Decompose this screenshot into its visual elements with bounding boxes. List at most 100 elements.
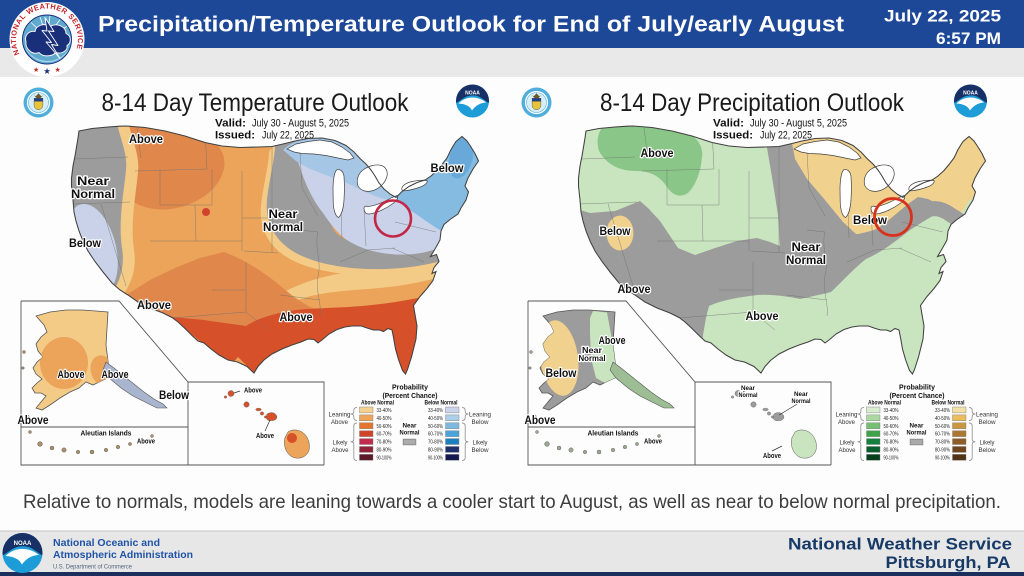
svg-text:80-90%: 80-90% — [428, 448, 443, 454]
svg-text:50-60%: 50-60% — [428, 424, 443, 430]
svg-text:Above: Above — [129, 134, 163, 146]
svg-text:Above: Above — [525, 413, 556, 427]
svg-text:★: ★ — [55, 66, 61, 74]
svg-text:Atmospheric Administration: Atmospheric Administration — [53, 549, 193, 561]
svg-text:80-90%: 80-90% — [377, 448, 392, 454]
svg-text:Above: Above — [599, 335, 626, 347]
svg-text:70-80%: 70-80% — [884, 440, 899, 446]
svg-text:60-70%: 60-70% — [428, 432, 443, 438]
svg-text:Near: Near — [794, 391, 808, 398]
svg-text:Above Normal: Above Normal — [868, 401, 901, 407]
svg-text:Above: Above — [244, 388, 262, 395]
svg-text:Normal: Normal — [786, 255, 826, 267]
svg-text:80-90%: 80-90% — [884, 448, 899, 454]
svg-text:90-100%: 90-100% — [884, 455, 899, 461]
svg-text:National Oceanic and: National Oceanic and — [53, 537, 160, 549]
svg-text:80-90%: 80-90% — [935, 448, 950, 454]
svg-text:60-70%: 60-70% — [377, 432, 392, 438]
svg-text:Above: Above — [618, 284, 651, 296]
svg-text:Leaning: Leaning — [469, 412, 492, 419]
svg-text:Above: Above — [256, 433, 274, 440]
svg-text:Above: Above — [18, 413, 49, 427]
svg-text:Normal: Normal — [907, 431, 927, 437]
svg-text:Near: Near — [403, 424, 418, 430]
svg-text:Normal: Normal — [400, 431, 420, 437]
svg-text:Above: Above — [102, 369, 129, 381]
svg-text:(Percent Chance): (Percent Chance) — [383, 391, 438, 400]
svg-text:70-80%: 70-80% — [935, 440, 950, 446]
svg-text:Below: Below — [159, 388, 190, 402]
svg-text:Below: Below — [431, 163, 464, 175]
svg-text:Issued:: Issued: — [713, 130, 753, 142]
svg-text:July 30 - August 5, 2025: July 30 - August 5, 2025 — [750, 118, 847, 130]
svg-text:National Weather Service: National Weather Service — [788, 536, 1012, 554]
svg-text:90-100%: 90-100% — [935, 455, 950, 461]
svg-text:Above: Above — [280, 312, 313, 324]
svg-text:Likely: Likely — [333, 440, 349, 447]
svg-text:Below: Below — [853, 215, 887, 227]
svg-text:Above: Above — [641, 148, 674, 160]
svg-text:Above: Above — [746, 311, 779, 323]
svg-text:70-80%: 70-80% — [377, 440, 392, 446]
svg-text:NOAA: NOAA — [14, 541, 32, 547]
svg-text:U.S. Department of Commerce: U.S. Department of Commerce — [53, 564, 132, 571]
svg-text:40-50%: 40-50% — [935, 416, 950, 422]
svg-text:Below: Below — [600, 226, 631, 238]
svg-text:8-14 Day Precipitation Outlook: 8-14 Day Precipitation Outlook — [600, 89, 904, 117]
svg-text:Aleutian Islands: Aleutian Islands — [81, 429, 132, 438]
svg-text:90-100%: 90-100% — [377, 455, 392, 461]
svg-text:Probability: Probability — [899, 383, 936, 392]
svg-text:Below: Below — [472, 419, 490, 426]
svg-text:Below: Below — [979, 447, 997, 454]
svg-text:50-60%: 50-60% — [377, 424, 392, 430]
svg-text:Near: Near — [741, 385, 755, 392]
svg-text:Valid:: Valid: — [713, 118, 744, 130]
svg-text:Precipitation/Temperature Outl: Precipitation/Temperature Outlook for En… — [98, 12, 845, 37]
svg-text:8-14 Day Temperature Outlook: 8-14 Day Temperature Outlook — [102, 89, 409, 117]
svg-text:Near: Near — [77, 176, 110, 188]
svg-text:July 22, 2025: July 22, 2025 — [884, 7, 1001, 26]
svg-text:········: ········ — [533, 90, 540, 93]
svg-text:Valid:: Valid: — [215, 118, 246, 130]
svg-text:Relative to normals, models ar: Relative to normals, models are leaning … — [23, 491, 1001, 513]
svg-text:Aleutian Islands: Aleutian Islands — [588, 429, 639, 438]
svg-text:6:57 PM: 6:57 PM — [936, 29, 1001, 48]
svg-text:Pittsburgh, PA: Pittsburgh, PA — [886, 554, 1011, 572]
svg-text:Below: Below — [69, 238, 101, 250]
svg-text:Leaning: Leaning — [329, 412, 352, 419]
svg-text:Likely: Likely — [840, 440, 856, 447]
svg-text:Near: Near — [269, 209, 299, 221]
svg-text:70-80%: 70-80% — [428, 440, 443, 446]
svg-text:Below: Below — [472, 447, 490, 454]
svg-text:60-70%: 60-70% — [884, 432, 899, 438]
svg-text:50-60%: 50-60% — [935, 424, 950, 430]
svg-text:Probability: Probability — [392, 383, 429, 392]
svg-text:NOAA: NOAA — [465, 91, 480, 97]
svg-text:Above: Above — [838, 419, 856, 426]
svg-text:33-40%: 33-40% — [428, 408, 443, 414]
svg-text:Normal: Normal — [792, 398, 811, 405]
svg-text:50-60%: 50-60% — [884, 424, 899, 430]
svg-text:Above: Above — [137, 439, 155, 446]
svg-text:33-40%: 33-40% — [884, 408, 899, 414]
svg-text:Likely: Likely — [980, 440, 996, 447]
svg-text:Normal: Normal — [71, 189, 115, 201]
svg-text:Near: Near — [792, 242, 822, 254]
svg-text:Above: Above — [644, 439, 662, 446]
svg-text:Above: Above — [137, 300, 171, 312]
svg-text:········: ········ — [35, 114, 42, 117]
svg-text:Below: Below — [546, 366, 578, 380]
svg-text:90-100%: 90-100% — [428, 455, 443, 461]
svg-text:NOAA: NOAA — [963, 91, 978, 97]
svg-text:Below Normal: Below Normal — [932, 401, 965, 407]
svg-text:Below: Below — [979, 419, 997, 426]
svg-text:60-70%: 60-70% — [935, 432, 950, 438]
svg-text:33-40%: 33-40% — [377, 408, 392, 414]
svg-text:Issued:: Issued: — [215, 130, 255, 142]
svg-text:Above: Above — [763, 453, 781, 460]
svg-text:Above Normal: Above Normal — [361, 401, 394, 407]
svg-text:Near: Near — [910, 424, 925, 430]
svg-text:July 30 - August 5, 2025: July 30 - August 5, 2025 — [252, 118, 349, 130]
svg-text:········: ········ — [35, 90, 42, 93]
svg-text:Above: Above — [331, 419, 349, 426]
